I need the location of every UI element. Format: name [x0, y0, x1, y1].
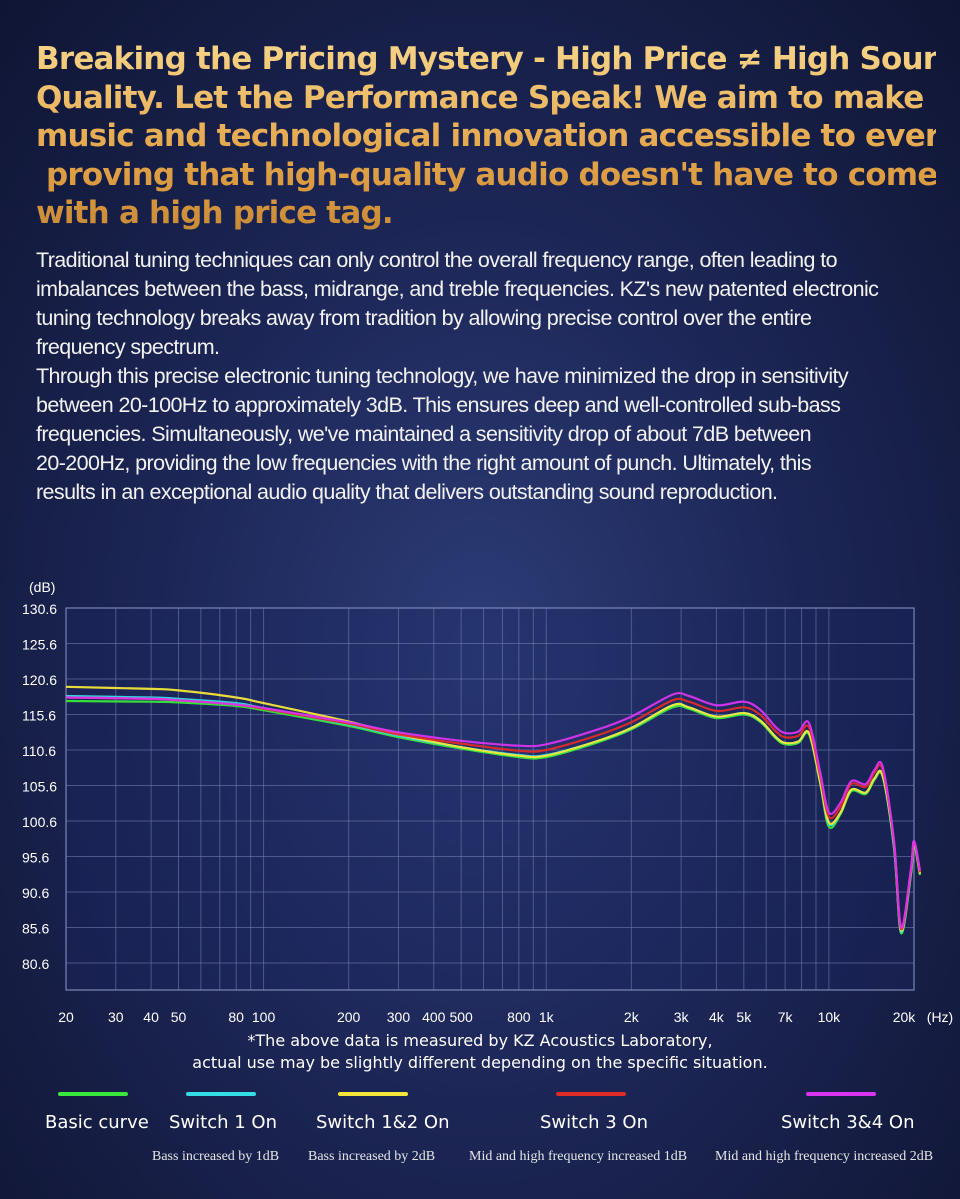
x-tick-label: 5k — [736, 1009, 752, 1025]
x-tick-label: 2k — [624, 1009, 640, 1025]
description-paragraph: Traditional tuning techniques can only c… — [36, 246, 936, 507]
x-tick-label: 500 — [449, 1009, 473, 1025]
x-tick-label: 300 — [387, 1009, 411, 1025]
legend-label-switch-1-2: Switch 1&2 On — [316, 1112, 450, 1133]
x-tick-label: 400 — [422, 1009, 446, 1025]
y-tick-label: 80.6 — [22, 956, 49, 972]
legend-desc-switch-3: Mid and high frequency increased 1dB — [469, 1149, 688, 1164]
body-line: imbalances between the bass, midrange, a… — [36, 277, 879, 301]
legend-swatch-switch-3 — [556, 1092, 626, 1096]
body-line: between 20-100Hz to approximately 3dB. T… — [36, 393, 841, 417]
legend-swatch-switch-1-2 — [338, 1092, 408, 1096]
body-line: Through this precise electronic tuning t… — [36, 364, 849, 388]
y-tick-label: 95.6 — [22, 850, 49, 866]
legend-swatch-switch-3-4 — [806, 1092, 876, 1096]
body-line: frequency spectrum. — [36, 335, 220, 359]
x-tick-label: 100 — [252, 1009, 276, 1025]
y-tick-label: 105.6 — [22, 779, 57, 795]
x-tick-label: 20 — [58, 1009, 74, 1025]
headline-line: Quality. Let the Performance Speak! We a… — [36, 79, 924, 116]
body-line: tuning technology breaks away from tradi… — [36, 306, 812, 330]
x-tick-label: 200 — [337, 1009, 361, 1025]
y-axis-label: (dB) — [29, 579, 55, 595]
x-tick-label: 30 — [108, 1009, 124, 1025]
legend-label-switch-3: Switch 3 On — [540, 1112, 648, 1133]
legend-swatch-basic — [58, 1092, 128, 1096]
headline-line: music and technological innovation acces… — [36, 118, 960, 154]
y-tick-label: 120.6 — [22, 672, 57, 688]
x-tick-label: 3k — [674, 1009, 690, 1025]
x-tick-label: 800 — [507, 1009, 531, 1025]
x-tick-label: 50 — [171, 1009, 187, 1025]
y-tick-label: 125.6 — [22, 637, 57, 653]
footnote-line: *The above data is measured by KZ Acoust… — [247, 1031, 713, 1050]
legend-label-basic: Basic curve — [45, 1112, 149, 1133]
x-tick-label: 20k — [893, 1009, 917, 1025]
body-line: results in an exceptional audio quality … — [36, 480, 778, 504]
y-tick-label: 85.6 — [22, 921, 49, 937]
legend-label-switch-1: Switch 1 On — [169, 1112, 277, 1133]
plot-area — [65, 607, 915, 991]
footnote-line: actual use may be slightly different dep… — [192, 1053, 768, 1072]
frequency-response-chart: 130.6 125.6 120.6 115.6 110.6 105.6 100.6 95.6 9… — [22, 579, 953, 1025]
legend-desc-switch-3-4: Mid and high frequency increased 2dB — [715, 1149, 934, 1164]
headline-line: proving that high-quality audio doesn't … — [36, 156, 938, 193]
legend-desc-switch-1-2: Bass increased by 2dB — [308, 1149, 436, 1164]
headline: Breaking the Pricing Mystery - High Pric… — [36, 40, 936, 233]
body-line: 20-200Hz, providing the low frequencies … — [36, 451, 812, 475]
y-tick-label: 110.6 — [22, 743, 56, 759]
y-tick-label: 90.6 — [22, 885, 49, 901]
legend-label-switch-3-4: Switch 3&4 On — [781, 1112, 915, 1133]
x-tick-label: 4k — [709, 1009, 725, 1025]
x-tick-label: 7k — [778, 1009, 794, 1025]
legend-desc-switch-1: Bass increased by 1dB — [152, 1149, 280, 1164]
x-tick-label: 80 — [228, 1009, 244, 1025]
measurement-footnote: *The above data is measured by KZ Acoust… — [0, 1030, 960, 1074]
y-tick-label: 100.6 — [22, 814, 57, 830]
headline-line: Breaking the Pricing Mystery - High Pric… — [36, 41, 960, 77]
x-tick-label: 1k — [539, 1009, 555, 1025]
body-line: frequencies. Simultaneously, we've maint… — [36, 422, 812, 446]
series-line-5 — [65, 692, 922, 929]
headline-line: with a high price tag. — [36, 195, 393, 231]
body-line: Traditional tuning techniques can only c… — [36, 248, 838, 272]
x-axis-label: (Hz) — [927, 1009, 953, 1025]
x-tick-label: 40 — [143, 1009, 159, 1025]
legend-swatch-switch-1 — [186, 1092, 256, 1096]
x-tick-label: 10k — [818, 1009, 842, 1025]
y-tick-label: 130.6 — [22, 601, 57, 617]
y-tick-label: 115.6 — [22, 708, 56, 724]
